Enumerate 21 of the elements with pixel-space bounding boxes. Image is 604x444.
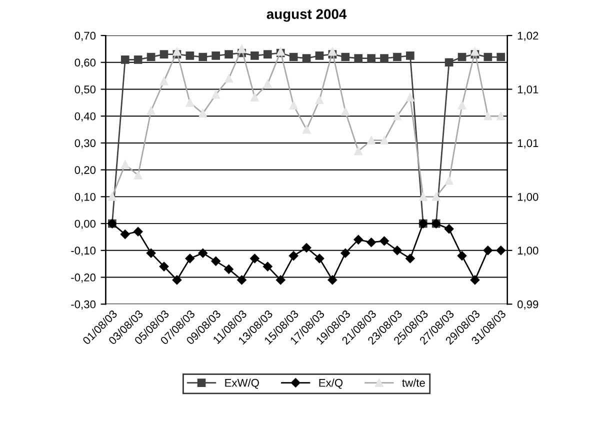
- y-tick-label: -0,20: [71, 274, 96, 283]
- legend-label: Ex/Q: [319, 378, 343, 389]
- y-tick-label: 0,30: [74, 139, 96, 148]
- chart-title: august 2004: [266, 9, 347, 22]
- y-tick-label: 0,40: [74, 112, 96, 122]
- y-tick-label: 0,50: [74, 86, 96, 95]
- legend-label: ExW/Q: [225, 378, 259, 389]
- y-tick-label: 0,00: [74, 220, 96, 229]
- y-tick-label: -0,10: [71, 246, 96, 256]
- y2-tick-label: 1,00: [518, 246, 538, 256]
- legend-label: tw/te: [402, 378, 425, 387]
- y-tick-label: 0,60: [74, 58, 96, 68]
- y-tick-label: 0,20: [74, 166, 96, 176]
- y-tick-label: 0,70: [74, 32, 96, 41]
- y-tick-label: 0,10: [74, 192, 96, 202]
- y2-tick-label: 1,00: [518, 192, 538, 202]
- y-tick-label: -0,30: [71, 300, 96, 310]
- y2-tick-label: 0,99: [518, 300, 538, 310]
- y2-tick-label: 1,01: [518, 139, 538, 148]
- y2-tick-label: 1,01: [518, 86, 538, 95]
- y2-tick-label: 1,02: [518, 32, 538, 41]
